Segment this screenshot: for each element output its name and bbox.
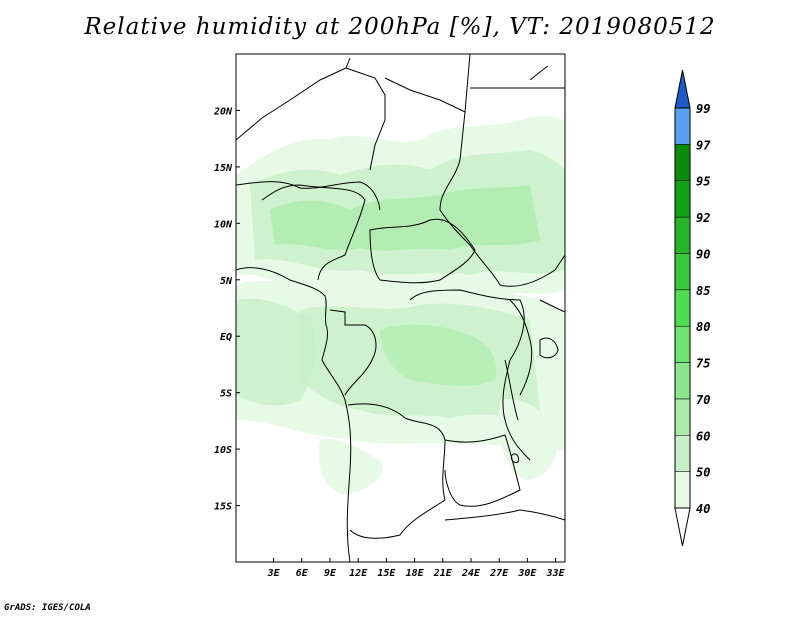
lon-tick-label: 15E [377, 568, 396, 579]
lat-tick-label: 10N [214, 219, 233, 230]
lat-tick-label: 20N [213, 106, 233, 117]
colorbar-label: 97 [696, 138, 711, 152]
lon-tick-label: 12E [349, 568, 368, 579]
colorbar-segment [674, 398, 691, 436]
border-lake-region [509, 299, 533, 396]
lat-tick-label: 5N [220, 276, 233, 287]
colorbar-segment [674, 107, 691, 145]
lat-tick-label: 5S [220, 389, 232, 400]
lon-tick-label: 6E [296, 568, 309, 579]
colorbar-label: 99 [696, 102, 710, 116]
grads-credit: GrADS: IGES/COLA [4, 603, 91, 613]
lon-tick-label: 24E [461, 568, 481, 579]
border-drc [409, 289, 531, 461]
colorbar-label: 80 [696, 320, 710, 334]
colorbar-above-triangle [674, 69, 691, 109]
border-chad [439, 111, 501, 286]
colorbar-label: 95 [696, 175, 710, 189]
map-title: Relative humidity at 200hPa [%], VT: 201… [84, 14, 716, 40]
lon-tick-label: 9E [324, 568, 337, 579]
colorbar-segment [674, 325, 691, 363]
axis-ticks: 20N 15N 10N 5N EQ 5S 10S 15S 3E 6E 9E 12E 15E 18E 21E 2… [213, 106, 566, 579]
humidity-region-central-inner [380, 324, 497, 386]
colorbar-segment [674, 471, 691, 509]
colorbar-label: 75 [696, 357, 710, 371]
border-nigeria [261, 184, 366, 281]
colorbar-segment [674, 362, 691, 400]
coastline-west-africa [236, 267, 352, 562]
lon-tick-label: 18E [406, 568, 425, 579]
lat-tick-label: 10S [214, 445, 232, 456]
colorbar-label: 90 [696, 247, 710, 261]
lat-tick-label: EQ [220, 332, 232, 343]
map-frame [235, 53, 566, 563]
lat-tick-label: 15S [214, 502, 232, 513]
humidity-field [236, 116, 565, 495]
border-north-2 [345, 67, 386, 171]
colorbar-segment [674, 144, 691, 181]
lake-victoria [539, 337, 559, 359]
humidity-region-atlantic [236, 298, 316, 406]
lon-tick-label: 33E [546, 568, 566, 579]
lat-tick-label: 15N [214, 163, 233, 174]
border-angola [347, 403, 446, 539]
border-car [369, 218, 476, 284]
border-north-3 [384, 54, 471, 113]
colorbar-segment [674, 289, 691, 327]
border-east-1 [539, 299, 565, 313]
colorbar-segment [674, 435, 691, 472]
border-sudan [499, 254, 565, 287]
border-zambia [444, 434, 521, 507]
colorbar-label: 40 [696, 502, 710, 516]
colorbar-below-triangle [674, 507, 691, 547]
red-sea-coast [529, 65, 549, 81]
colorbar-frame [674, 107, 691, 509]
lon-tick-label: 21E [433, 568, 453, 579]
border-south [444, 509, 565, 521]
humidity-region-north-inner [270, 185, 540, 251]
colorbar-label: 50 [696, 466, 710, 480]
colorbar-segment [674, 180, 691, 218]
colorbar-segment [674, 216, 691, 254]
lon-tick-label: 30E [517, 568, 537, 579]
colorbar-segment [674, 253, 691, 291]
lon-tick-label: 3E [267, 568, 281, 579]
colorbar-label: 92 [696, 211, 710, 225]
colorbar-label: 85 [696, 284, 710, 298]
lon-tick-label: 27E [489, 568, 509, 579]
colorbar-label: 70 [696, 393, 710, 407]
humidity-region-east [498, 399, 560, 480]
country-borders [236, 54, 565, 562]
lake-small [511, 453, 519, 463]
lake-tanganyika [504, 359, 519, 421]
border-north-1 [236, 57, 351, 141]
border-sahel [236, 181, 381, 211]
border-congo [329, 309, 377, 396]
colorbar: 40 50 60 70 75 80 85 90 92 95 97 99 [674, 69, 711, 547]
colorbar-label: 60 [696, 429, 710, 443]
